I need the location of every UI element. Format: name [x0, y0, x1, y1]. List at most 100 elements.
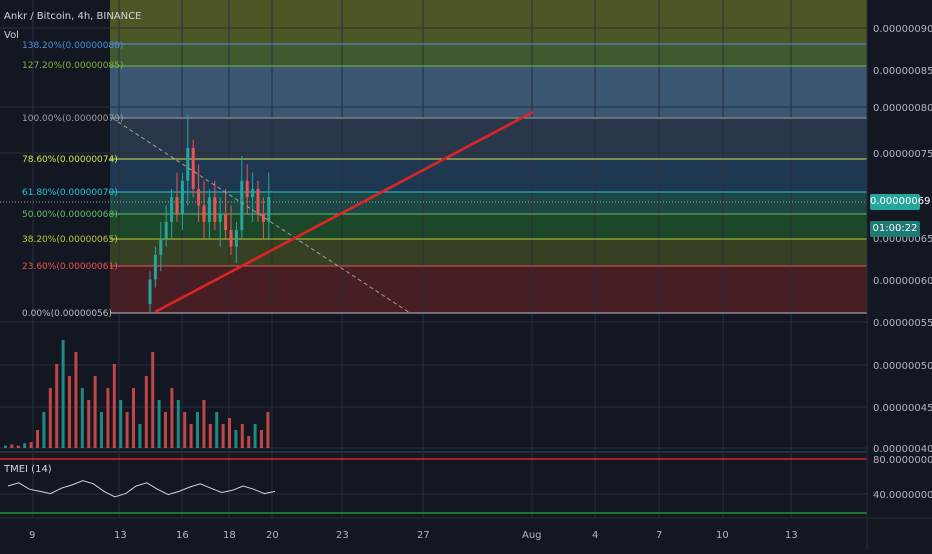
volume-bar	[132, 388, 135, 448]
candle-body	[229, 230, 233, 247]
candle-body	[267, 197, 271, 222]
volume-bar	[125, 412, 129, 448]
price-tick: 0.00000050	[873, 361, 932, 372]
volume-bar	[221, 424, 225, 448]
volume-bar	[144, 376, 148, 448]
candle-body	[170, 197, 174, 222]
volume-bar	[260, 430, 263, 448]
volume-bar	[189, 424, 193, 448]
volume-bar	[48, 388, 52, 448]
fib-label: 23.60%(0.00000061)	[22, 262, 118, 272]
time-tick: 18	[223, 530, 236, 541]
price-tick: 0.00000055	[873, 318, 932, 329]
volume-bar	[87, 400, 91, 448]
chart-title[interactable]: Ankr / Bitcoin, 4h, BINANCE	[4, 11, 142, 22]
candle-body	[240, 180, 244, 231]
time-tick: 10	[716, 530, 729, 541]
volume-bar	[183, 412, 187, 448]
time-axis[interactable]: 9 13 16 18 20 23 27 Aug 4 7 10 13	[29, 530, 798, 541]
bar-countdown-tag: 01:00:22	[870, 221, 920, 237]
volume-bar	[61, 340, 65, 448]
time-tick: 20	[266, 530, 279, 541]
volume-bar	[16, 445, 20, 448]
volume-bar	[112, 364, 116, 448]
volume-label[interactable]: Vol	[4, 30, 19, 41]
candle-body	[256, 189, 260, 214]
fib-zone-1272	[110, 66, 867, 118]
volume-bar	[106, 388, 110, 448]
volume-bar	[164, 412, 167, 448]
candle-body	[159, 238, 163, 255]
fib-label: 61.80%(0.00000070)	[22, 188, 118, 198]
candle-body	[186, 147, 190, 181]
volume-bar	[23, 443, 27, 448]
price-tick: 0.00000065	[873, 234, 932, 245]
volume-bar	[228, 418, 231, 448]
volume-bar	[119, 400, 123, 448]
fib-zone-382	[110, 239, 867, 266]
time-tick: 13	[785, 530, 798, 541]
candle-body	[213, 197, 217, 222]
fib-zone-500	[110, 214, 867, 239]
time-tick: 9	[29, 530, 35, 541]
candle-body	[224, 213, 228, 231]
candle-body	[148, 279, 152, 305]
price-axis[interactable]: 0.00000090 0.00000085 0.00000080 0.00000…	[873, 24, 932, 501]
candles	[148, 115, 271, 313]
volume-bar	[74, 352, 78, 448]
volume-bar	[208, 424, 212, 448]
price-tick: 0.00000080	[873, 103, 932, 114]
fib-label: 100.00%(0.00000079)	[22, 114, 123, 124]
candle-body	[245, 180, 249, 198]
volume-bar	[151, 352, 155, 448]
indicator-tick: 40.00000000	[873, 490, 932, 501]
time-tick: 23	[336, 530, 349, 541]
fib-diagonal	[111, 117, 411, 314]
candle-body	[175, 197, 179, 214]
volume-bar	[215, 412, 219, 448]
volume-bar	[55, 364, 59, 448]
trend-line[interactable]	[154, 110, 534, 314]
fib-label: 127.20%(0.00000085)	[22, 61, 123, 71]
candle-body	[153, 254, 157, 280]
fib-zone-786	[110, 159, 867, 192]
fib-labels: 138.20%(0.00000088) 127.20%(0.00000085) …	[22, 41, 123, 319]
candle-body	[251, 189, 255, 198]
volume-bar	[157, 400, 161, 448]
volume-bar	[10, 444, 14, 448]
fib-lines	[110, 43, 867, 314]
candle-body	[261, 213, 265, 222]
candle-body	[180, 180, 184, 214]
fib-label: 38.20%(0.00000065)	[22, 235, 118, 245]
volume-bar	[253, 424, 257, 448]
candle-body	[164, 221, 168, 239]
volume-bar	[68, 376, 71, 448]
candle-body	[191, 147, 195, 190]
fib-zone-top	[110, 0, 867, 44]
fib-zone-236	[110, 266, 867, 313]
volume-bar	[234, 430, 238, 448]
time-tick: Aug	[522, 530, 542, 541]
price-tick: 0.00000045	[873, 403, 932, 414]
indicator-tick: 80.00000000	[873, 455, 932, 466]
fib-zone-618	[110, 192, 867, 214]
time-tick: 27	[417, 530, 430, 541]
fib-zone-1382	[110, 44, 867, 66]
volume-bar	[42, 412, 46, 448]
volume-bar	[138, 424, 142, 448]
price-tick: 0.00000085	[873, 66, 932, 77]
rsi-line	[7, 480, 276, 498]
candle-body	[218, 213, 222, 222]
volume-bar	[4, 445, 7, 448]
indicator-label[interactable]: TMEI (14)	[4, 464, 52, 475]
fib-label: 50.00%(0.00000068)	[22, 210, 118, 220]
volume-bar	[266, 412, 270, 448]
fib-label: 138.20%(0.00000088)	[22, 41, 123, 51]
fib-label: 78.60%(0.00000074)	[22, 155, 118, 165]
volume-bars	[4, 340, 270, 448]
volume-bar	[80, 388, 84, 448]
fib-label: 0.00%(0.00000056)	[22, 309, 112, 319]
time-tick: 16	[176, 530, 189, 541]
